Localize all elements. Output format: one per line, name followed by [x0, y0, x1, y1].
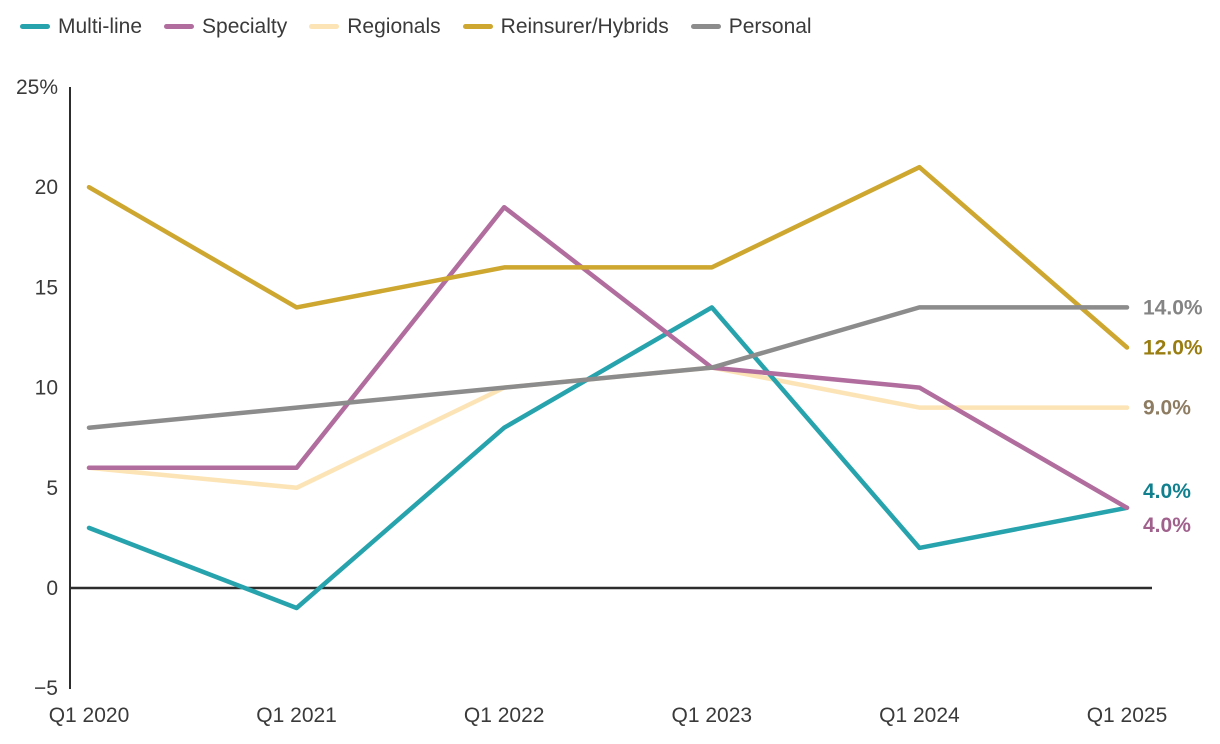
y-tick-label: 5 [46, 477, 58, 500]
legend-item-reinsurer-hybrids: Reinsurer/Hybrids [462, 15, 669, 38]
legend-swatch-regionals [309, 24, 340, 29]
series-line-personal [86, 305, 1130, 430]
legend-label-personal: Personal [728, 15, 812, 38]
end-label-multi-line: 4.0% [1143, 480, 1191, 503]
series-line-multi-line [86, 305, 1130, 611]
legend-label-reinsurer-hybrids: Reinsurer/Hybrids [500, 15, 669, 38]
end-label-specialty: 4.0% [1143, 514, 1191, 537]
y-tick-label: 20 [35, 176, 58, 199]
legend-label-regionals: Regionals [347, 15, 441, 38]
end-label-personal: 14.0% [1143, 296, 1203, 319]
y-tick-label: 10 [35, 377, 58, 400]
chart-legend: Multi-line Specialty Regionals Reinsurer/Hy… [20, 16, 812, 37]
x-tick-label: Q1 2022 [464, 704, 545, 727]
x-tick-label: Q1 2021 [256, 704, 337, 727]
end-label-reinsurer-hybrids: 12.0% [1143, 337, 1203, 360]
x-tick-label: Q1 2020 [49, 704, 130, 727]
legend-swatch-multi-line [20, 24, 50, 29]
legend-item-multi-line: Multi-line [20, 16, 142, 37]
x-tick-label: Q1 2025 [1087, 704, 1168, 727]
x-tick-label: Q1 2023 [672, 704, 753, 727]
legend-swatch-reinsurer-hybrids [462, 24, 493, 29]
legend-label-multi-line: Multi-line [58, 15, 143, 38]
legend-item-specialty: Specialty [164, 16, 287, 37]
x-tick-label: Q1 2024 [879, 704, 960, 727]
series-line-reinsurer-hybrids [86, 164, 1130, 350]
y-tick-label: 15 [35, 276, 58, 299]
series-line-specialty [86, 204, 1130, 511]
legend-label-specialty: Specialty [202, 15, 288, 38]
legend-item-personal: Personal [690, 15, 812, 38]
end-label-regionals: 9.0% [1143, 397, 1191, 420]
y-tick-label: −5 [34, 677, 58, 700]
legend-swatch-personal [690, 24, 721, 29]
y-tick-label: 25% [16, 76, 58, 99]
legend-item-regionals: Regionals [309, 15, 441, 38]
y-tick-label: 0 [46, 577, 58, 600]
legend-swatch-specialty [164, 24, 195, 29]
